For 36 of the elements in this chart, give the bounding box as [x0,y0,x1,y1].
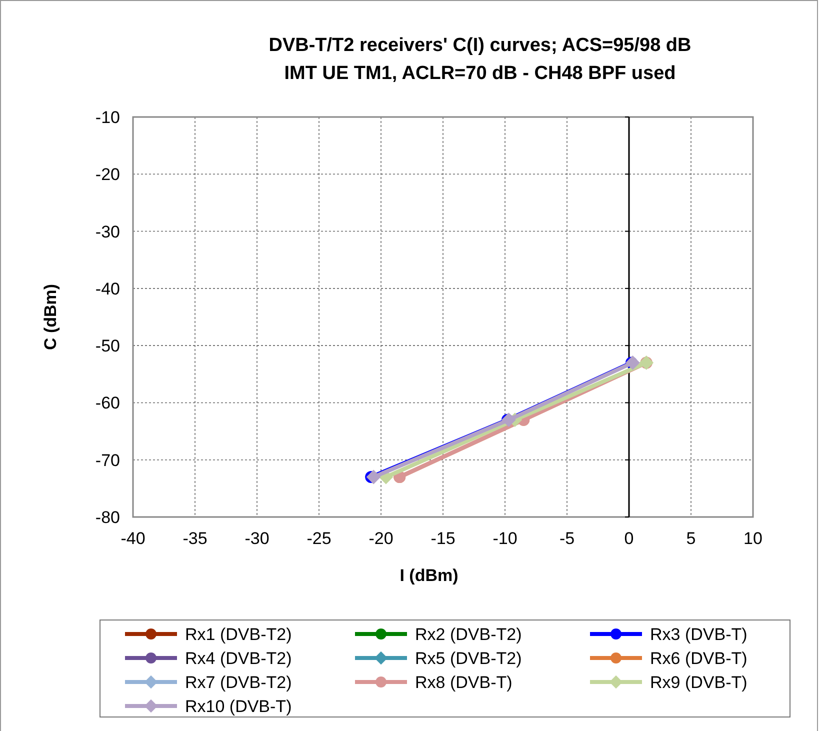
legend-label: Rx5 (DVB-T2) [415,649,522,668]
x-tick-label: -5 [559,529,575,548]
x-tick-label: -10 [492,529,518,548]
x-tick-label: -40 [120,529,146,548]
legend-label: Rx3 (DVB-T) [650,625,748,644]
legend-label: Rx8 (DVB-T) [415,673,512,692]
x-tick-label: -35 [182,529,208,548]
chart-subtitle: IMT UE TM1, ACLR=70 dB - CH48 BPF used [284,63,676,84]
x-tick-label: -20 [368,529,394,548]
legend-label: Rx6 (DVB-T) [650,649,748,668]
legend-label: Rx2 (DVB-T2) [415,625,522,644]
x-tick-label: -30 [244,529,270,548]
y-tick-label: -10 [95,108,120,127]
x-tick-label: -25 [306,529,332,548]
chart-title: DVB-T/T2 receivers' C(I) curves; ACS=95/98 dB [268,35,692,56]
x-tick-label: 10 [744,529,762,548]
legend-label: Rx10 (DVB-T) [185,697,292,716]
y-tick-label: -80 [95,508,120,527]
y-tick-label: -30 [95,222,120,242]
y-tick-label: -20 [95,165,120,184]
point [626,356,640,370]
x-tick-label: 5 [686,529,696,548]
y-tick-label: -50 [95,336,120,356]
y-tick-label: -70 [95,450,120,470]
legend-label: Rx7 (DVB-T2) [185,673,292,692]
x-tick-label: 0 [624,529,634,548]
legend-label: Rx9 (DVB-T) [650,673,748,692]
y-tick-label: -40 [95,279,120,298]
y-tick-label: -60 [95,394,120,413]
point [366,470,381,484]
point [502,412,516,428]
legend-label: Rx1 (DVB-T2) [185,625,292,644]
legend-label: Rx4 (DVB-T2) [185,649,292,668]
x-tick-label: -15 [430,529,456,548]
y-axis-title: C (dBm) [41,284,60,350]
x-axis-title: I (dBm) [400,566,458,585]
